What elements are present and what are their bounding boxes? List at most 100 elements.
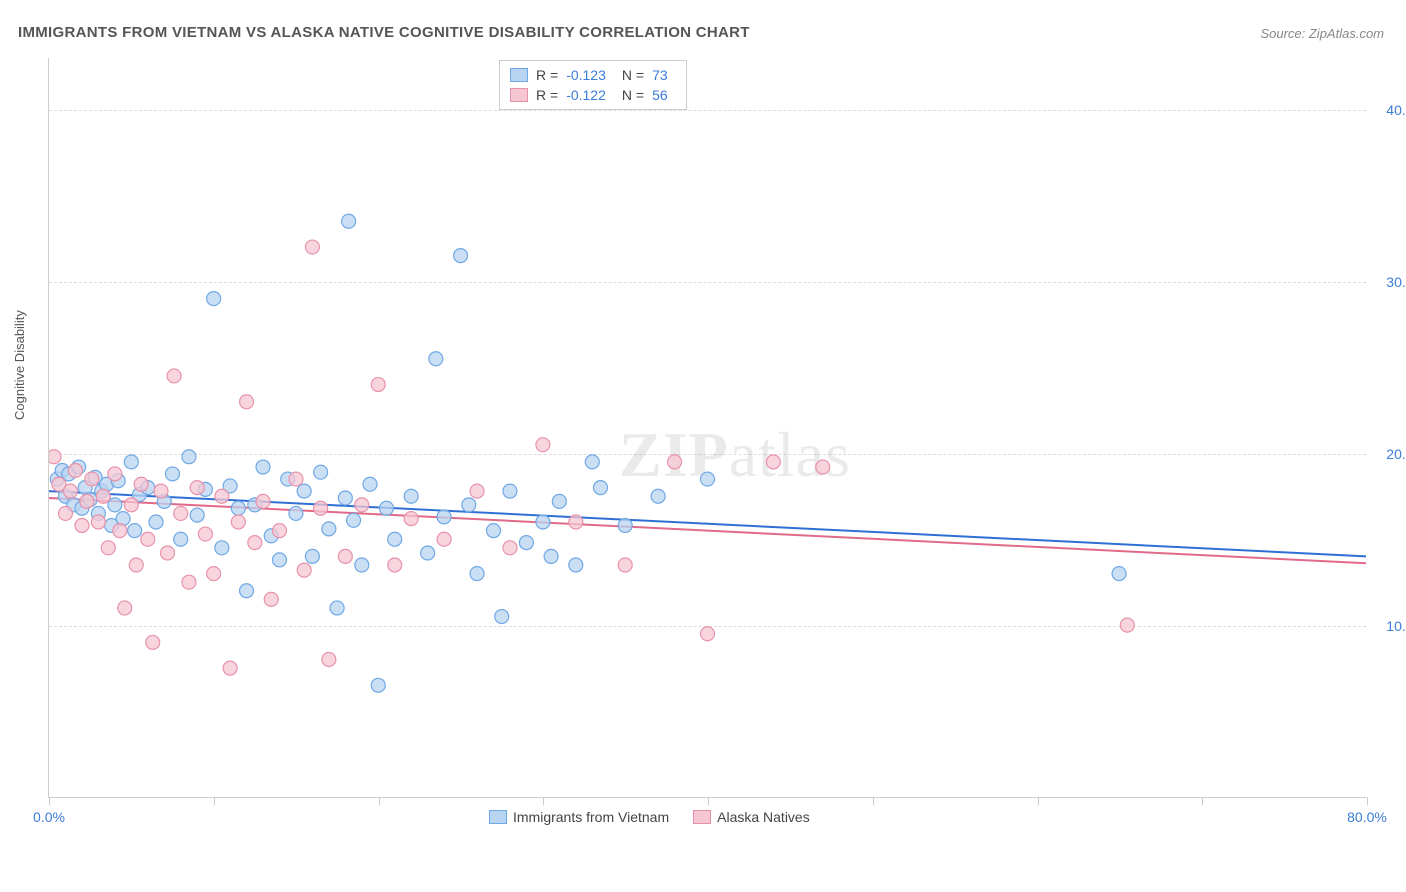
data-point [363,477,377,491]
stat-label: N = [622,67,644,83]
data-point [1112,567,1126,581]
data-point [174,506,188,520]
data-point [49,450,61,464]
data-point [404,512,418,526]
data-point [462,498,476,512]
data-point [146,635,160,649]
data-point [198,527,212,541]
data-point [190,508,204,522]
legend-item: Alaska Natives [693,809,810,825]
x-tick [873,797,874,805]
y-tick-label: 20.0% [1386,446,1406,462]
data-point [503,484,517,498]
chart-svg [49,58,1366,797]
data-point [305,240,319,254]
data-point [240,584,254,598]
data-point [223,661,237,675]
data-point [536,438,550,452]
data-point [454,249,468,263]
data-point [503,541,517,555]
data-point [552,494,566,508]
data-point [161,546,175,560]
data-point [272,553,286,567]
trend-line [49,491,1366,556]
data-point [519,536,533,550]
data-point [215,541,229,555]
x-tick [379,797,380,805]
data-point [618,518,632,532]
correlation-legend: R = -0.123 N = 73 R = -0.122 N = 56 [499,60,687,110]
data-point [342,214,356,228]
data-point [108,467,122,481]
legend-item: Immigrants from Vietnam [489,809,669,825]
data-point [289,472,303,486]
data-point [182,575,196,589]
data-point [1120,618,1134,632]
data-point [80,494,94,508]
data-point [124,455,138,469]
stat-label: N = [622,87,644,103]
chart-title: IMMIGRANTS FROM VIETNAM VS ALASKA NATIVE… [18,24,750,41]
y-tick-label: 30.0% [1386,274,1406,290]
data-point [544,549,558,563]
data-point [128,524,142,538]
data-point [256,460,270,474]
data-point [75,518,89,532]
data-point [486,524,500,538]
data-point [388,558,402,572]
data-point [165,467,179,481]
data-point [470,484,484,498]
data-point [207,292,221,306]
legend-row: R = -0.122 N = 56 [510,85,676,105]
x-tick [1367,797,1368,805]
data-point [338,549,352,563]
data-point [569,515,583,529]
data-point [437,532,451,546]
data-point [85,472,99,486]
n-value: 56 [652,87,668,103]
data-point [96,489,110,503]
data-point [174,532,188,546]
data-point [701,627,715,641]
data-point [101,541,115,555]
data-point [322,522,336,536]
data-point [536,515,550,529]
r-value: -0.122 [566,87,606,103]
data-point [371,378,385,392]
data-point [668,455,682,469]
x-tick [543,797,544,805]
legend-swatch [489,810,507,824]
data-point [651,489,665,503]
data-point [63,484,77,498]
data-point [154,484,168,498]
data-point [231,501,245,515]
data-point [118,601,132,615]
data-point [314,501,328,515]
data-point [314,465,328,479]
data-point [240,395,254,409]
legend-label: Immigrants from Vietnam [513,809,669,825]
stat-label: R = [536,67,558,83]
data-point [124,498,138,512]
data-point [182,450,196,464]
data-point [167,369,181,383]
data-point [330,601,344,615]
data-point [355,498,369,512]
data-point [701,472,715,486]
data-point [297,484,311,498]
data-point [437,510,451,524]
data-point [766,455,780,469]
legend-label: Alaska Natives [717,809,810,825]
source-attribution: Source: ZipAtlas.com [1260,26,1384,41]
data-point [231,515,245,529]
data-point [404,489,418,503]
data-point [134,477,148,491]
trend-line [49,498,1366,563]
legend-row: R = -0.123 N = 73 [510,65,676,85]
data-point [421,546,435,560]
data-point [289,506,303,520]
data-point [190,481,204,495]
x-tick [1202,797,1203,805]
data-point [585,455,599,469]
n-value: 73 [652,67,668,83]
